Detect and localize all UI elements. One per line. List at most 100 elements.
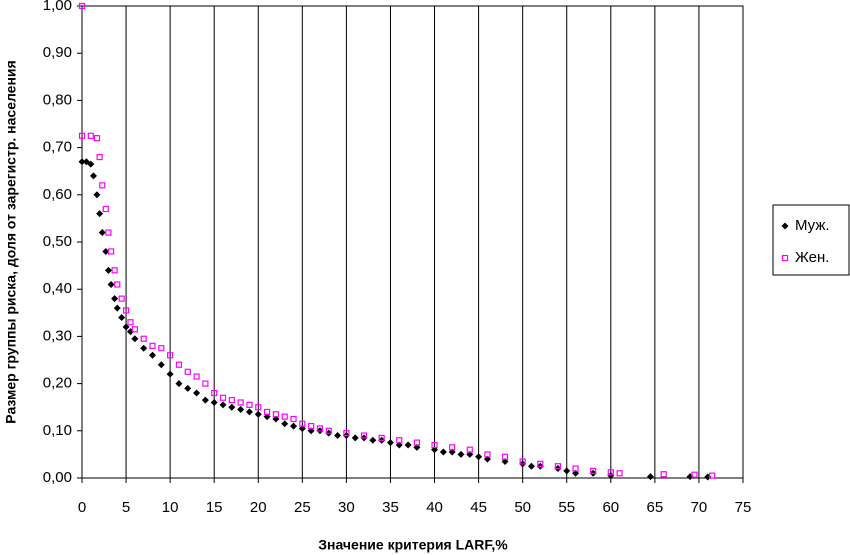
- point: [175, 361, 183, 368]
- point: [281, 420, 289, 428]
- plot-border: [81, 5, 744, 479]
- point: [691, 471, 698, 478]
- point: [102, 247, 110, 255]
- x-tick-label: 35: [382, 499, 399, 516]
- x-tick-label: 60: [602, 499, 619, 516]
- point: [149, 342, 156, 349]
- point: [202, 380, 209, 387]
- point: [96, 153, 103, 161]
- point: [107, 248, 115, 255]
- point: [107, 280, 115, 288]
- point: [396, 437, 403, 444]
- point: [457, 450, 465, 458]
- y-tick-label: 0,10: [43, 422, 72, 439]
- point: [254, 410, 262, 418]
- point: [308, 422, 315, 430]
- point: [449, 444, 456, 451]
- point: [131, 335, 139, 343]
- point: [290, 415, 297, 423]
- point: [93, 191, 101, 199]
- point: [184, 384, 192, 392]
- point: [378, 434, 385, 441]
- y-tick-label: 0,70: [43, 139, 72, 156]
- point: [616, 470, 623, 477]
- y-axis-label: Размер группы риска, доля от зарегистр. …: [3, 60, 19, 423]
- point: [325, 427, 332, 434]
- point: [87, 160, 95, 168]
- point: [527, 462, 535, 470]
- x-tick-label: 50: [514, 499, 531, 516]
- point: [360, 432, 368, 439]
- point: [140, 335, 147, 342]
- legend-marker: [781, 254, 789, 262]
- legend-label: Жен.: [795, 249, 829, 266]
- point: [466, 446, 473, 453]
- point: [272, 411, 279, 418]
- point: [118, 295, 125, 302]
- point: [96, 210, 104, 218]
- point: [299, 420, 306, 427]
- x-tick-label: 10: [162, 499, 179, 516]
- point: [519, 458, 526, 465]
- point: [537, 460, 544, 467]
- point: [157, 361, 165, 369]
- point: [219, 401, 227, 409]
- x-tick-label: 20: [250, 499, 267, 516]
- x-tick-label: 65: [647, 499, 664, 516]
- point: [102, 205, 109, 213]
- point: [660, 471, 667, 478]
- point: [255, 404, 262, 411]
- y-tick-label: 0,50: [43, 233, 72, 250]
- y-tick-label: 1,00: [43, 0, 72, 14]
- x-tick-label: 55: [558, 499, 575, 516]
- point: [228, 403, 236, 411]
- point: [184, 368, 191, 375]
- point: [99, 182, 106, 189]
- point: [210, 398, 218, 406]
- point: [709, 472, 716, 479]
- point: [475, 453, 483, 461]
- legend-label: Муж.: [795, 217, 830, 234]
- x-tick-label: 0: [78, 499, 86, 516]
- point: [166, 370, 174, 378]
- point: [140, 344, 148, 352]
- point: [104, 266, 112, 274]
- point: [122, 307, 130, 314]
- point: [211, 389, 218, 397]
- point: [343, 430, 350, 437]
- point: [158, 345, 165, 352]
- point: [607, 472, 615, 480]
- point: [413, 439, 421, 446]
- point: [114, 281, 121, 288]
- y-tick-label: 0,40: [43, 280, 72, 297]
- x-tick-label: 75: [735, 499, 752, 516]
- point: [316, 425, 324, 432]
- point: [78, 2, 86, 10]
- y-tick-label: 0,00: [43, 469, 72, 486]
- point: [111, 295, 119, 303]
- y-tick-label: 0,90: [43, 44, 72, 61]
- point: [98, 229, 106, 237]
- point: [237, 399, 244, 406]
- y-tick-label: 0,20: [43, 375, 72, 392]
- point: [105, 229, 112, 236]
- point: [431, 441, 438, 449]
- point: [607, 469, 614, 476]
- point: [439, 448, 447, 456]
- point: [113, 304, 121, 312]
- x-tick-label: 5: [122, 499, 130, 516]
- point: [93, 135, 101, 142]
- point: [78, 132, 86, 139]
- point: [290, 422, 298, 430]
- point: [127, 319, 134, 326]
- legend-box: [772, 204, 850, 276]
- point: [351, 434, 359, 442]
- point: [572, 465, 579, 472]
- legend-marker: [781, 222, 789, 230]
- point: [131, 326, 138, 333]
- x-axis-label: Значение критерия LARF,%: [318, 537, 508, 553]
- y-tick-label: 0,60: [43, 186, 72, 203]
- x-tick-label: 40: [426, 499, 443, 516]
- point: [237, 406, 245, 414]
- point: [193, 373, 200, 380]
